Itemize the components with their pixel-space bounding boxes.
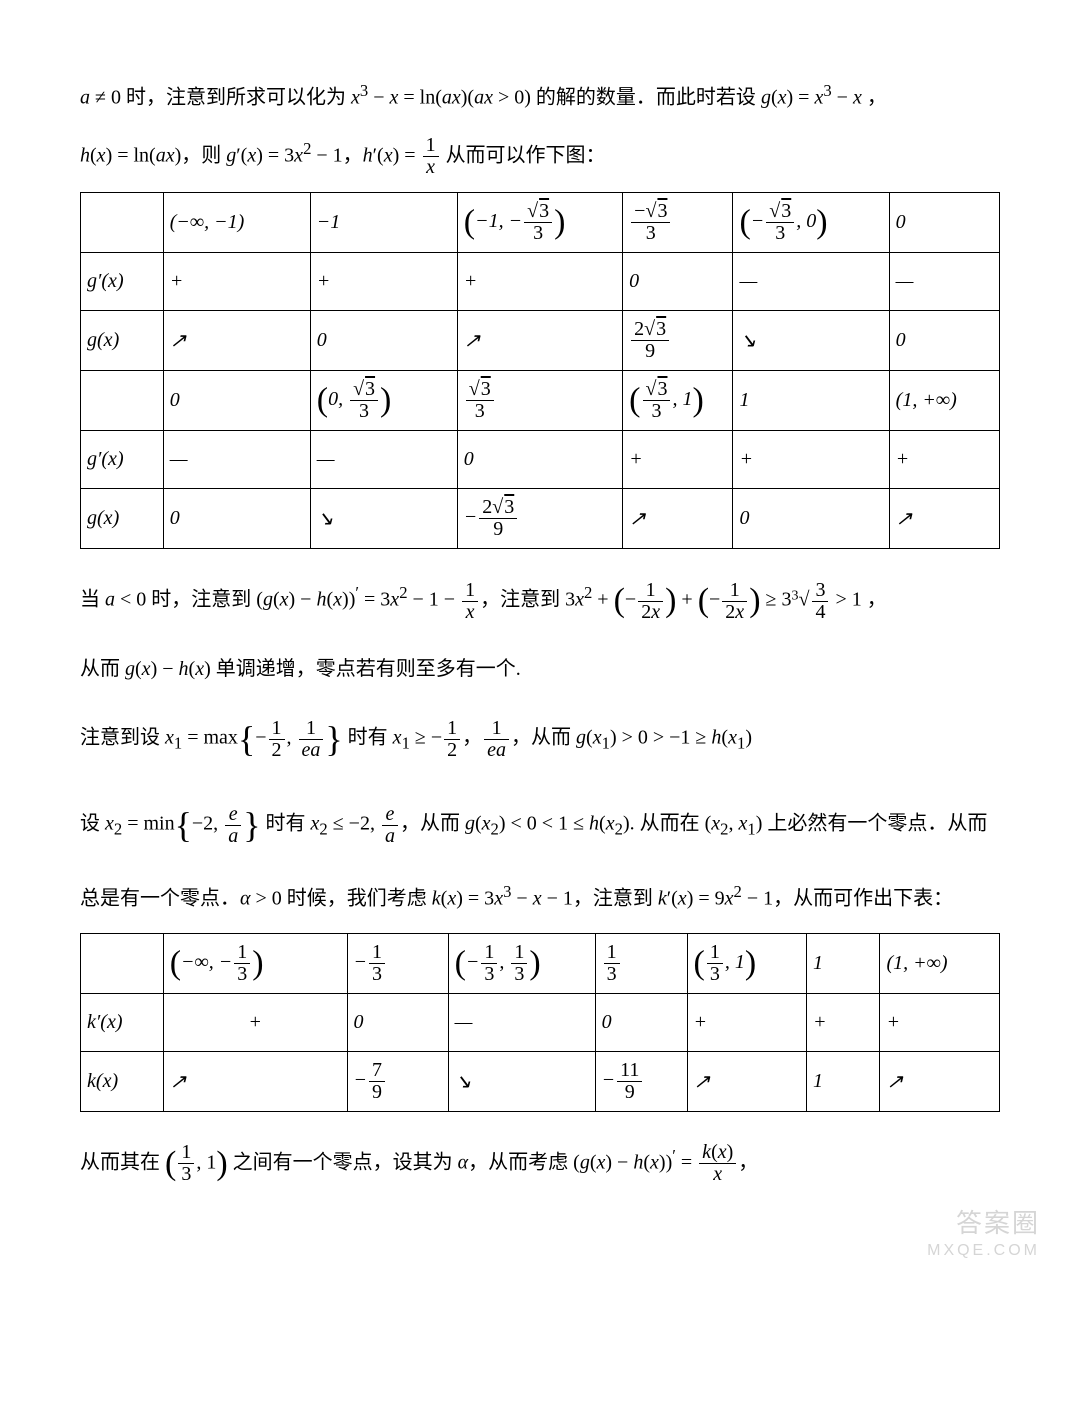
h-prime-den: x (423, 157, 439, 178)
table2-k-row: k(x) ↗ −79 ↘ −119 ↗1↗ (81, 1051, 1000, 1111)
sign-table-k: (−∞, −13) −13 (−13, 13) 13 (13, 1) 1 (1,… (80, 933, 1000, 1112)
table1-g-row-1: g(x) ↗0↗ 2√39 ↘0 (81, 311, 1000, 371)
sign-table-g: (−∞, −1) −1 (−1, −√33) −√33 (−√33, 0) 0 … (80, 192, 1000, 549)
para-line-7: 总是有一个零点．α > 0 时候，我们考虑 k(x) = 3x3 − x − 1… (80, 875, 1000, 919)
para-line-3: 当 a < 0 时，注意到 (g(x) − h(x))′ = 3x2 − 1 −… (80, 567, 1000, 635)
watermark-line-2: MXQE.COM (927, 1241, 1040, 1262)
para-line-6: 设 x2 = min{−2, ea} 时有 x2 ≤ −2, ea，从而 g(x… (80, 789, 1000, 861)
watermark-line-1: 答案圈 (927, 1207, 1040, 1241)
para-line-2: h(x) = ln(ax)，则 g′(x) = 3x2 − 1，h′(x) = … (80, 132, 1000, 179)
table1-gprime-row-1: g′(x) +++0—— (81, 253, 1000, 311)
para-line-1: a ≠ 0 时，注意到所求可以化为 x3 − x = ln(ax)(ax > 0… (80, 74, 1000, 118)
para-line-8: 从而其在 (13, 1) 之间有一个零点，设其为 α，从而考虑 (g(x) − … (80, 1130, 1000, 1198)
para-line-4: 从而 g(x) − h(x) 单调递增，零点若有则至多有一个. (80, 649, 1000, 689)
para-line-5: 注意到设 x1 = max{−12, 1ea} 时有 x1 ≥ −12，1ea，… (80, 703, 1000, 775)
table2-header-row: (−∞, −13) −13 (−13, 13) 13 (13, 1) 1 (1,… (81, 933, 1000, 993)
table1-g-row-2: g(x) 0↘ −2√39 ↗0↗ (81, 489, 1000, 549)
table2-kprime-row: k′(x) +0—0+++ (81, 993, 1000, 1051)
table1-header-row-2: 0 (0, √33) √33 (√33, 1) 1 (1, +∞) (81, 371, 1000, 431)
table1-gprime-row-2: g′(x) ——0+++ (81, 431, 1000, 489)
watermark: 答案圈 MXQE.COM (927, 1207, 1040, 1262)
table1-header-row-1: (−∞, −1) −1 (−1, −√33) −√33 (−√33, 0) 0 (81, 193, 1000, 253)
line2-suffix: 从而可以作下图： (446, 144, 606, 166)
h-prime-num: 1 (423, 135, 439, 157)
